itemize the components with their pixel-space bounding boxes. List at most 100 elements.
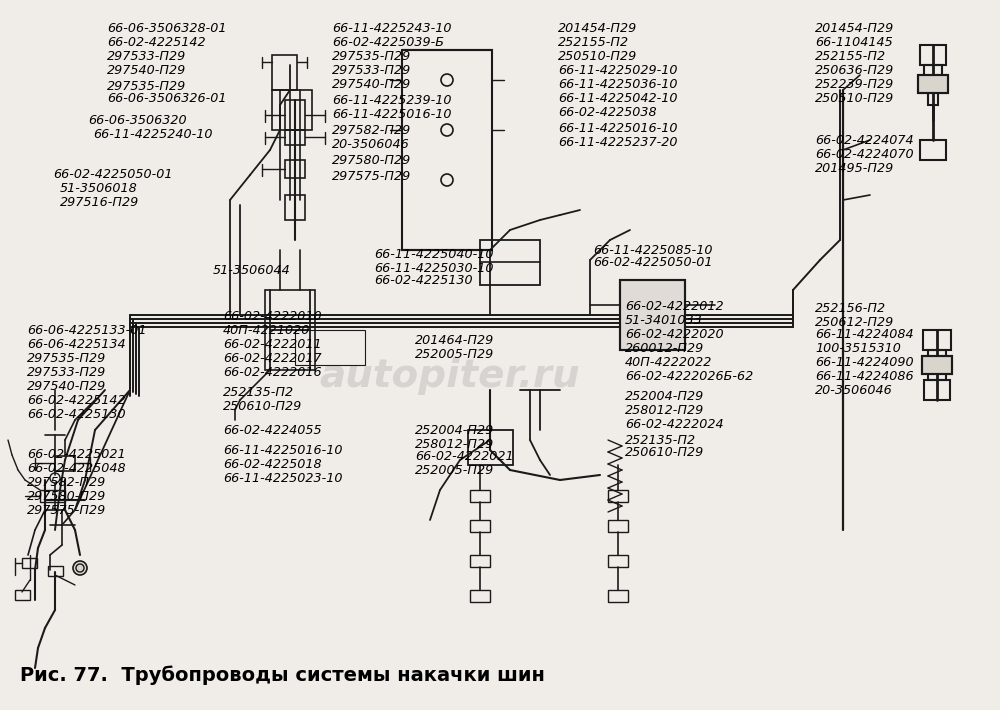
- Text: 250610-П29: 250610-П29: [625, 447, 704, 459]
- Bar: [285, 100, 305, 130]
- Text: 66-11-4225040-10: 66-11-4225040-10: [374, 248, 494, 261]
- Text: 66-02-4222024: 66-02-4222024: [625, 417, 724, 430]
- Text: 66-11-4224086: 66-11-4224086: [815, 371, 914, 383]
- Bar: [470, 490, 490, 502]
- Text: 66-11-4225030-10: 66-11-4225030-10: [374, 261, 494, 275]
- Text: 20-3506046: 20-3506046: [332, 138, 410, 151]
- Text: 66-02-4225130: 66-02-4225130: [374, 275, 473, 288]
- Text: 66-11-4225016-10: 66-11-4225016-10: [332, 109, 452, 121]
- Text: 66-1104145: 66-1104145: [815, 36, 893, 48]
- Text: 252156-П2: 252156-П2: [815, 302, 886, 315]
- Text: 66-11-4225042-10: 66-11-4225042-10: [558, 92, 678, 106]
- Text: 66-11-4224090: 66-11-4224090: [815, 356, 914, 369]
- Bar: [285, 160, 305, 178]
- Text: 66-02-4225038: 66-02-4225038: [558, 106, 657, 119]
- Text: 250610-П29: 250610-П29: [223, 400, 302, 413]
- Bar: [923, 330, 951, 350]
- Bar: [470, 520, 490, 532]
- Text: 66-06-4225133-01: 66-06-4225133-01: [27, 324, 146, 337]
- Text: 260012-П29: 260012-П29: [625, 342, 704, 356]
- Bar: [468, 430, 513, 465]
- Bar: [608, 520, 628, 532]
- Text: 66-02-4225050-01: 66-02-4225050-01: [593, 256, 712, 270]
- Text: 297533-П29: 297533-П29: [332, 63, 411, 77]
- Text: 250612-П29: 250612-П29: [815, 315, 894, 329]
- Text: 252005-П29: 252005-П29: [415, 347, 494, 361]
- Text: 66-11-4225240-10: 66-11-4225240-10: [93, 129, 212, 141]
- Bar: [608, 490, 628, 502]
- Text: 297540-П29: 297540-П29: [332, 79, 411, 92]
- Bar: [920, 140, 946, 160]
- Text: 297533-П29: 297533-П29: [27, 366, 106, 378]
- Text: 297540-П29: 297540-П29: [107, 63, 186, 77]
- Bar: [272, 55, 297, 90]
- Text: 66-02-4222026Б-62: 66-02-4222026Б-62: [625, 371, 753, 383]
- Text: 66-02-4224070: 66-02-4224070: [815, 148, 914, 160]
- Text: 297540-П29: 297540-П29: [27, 381, 106, 393]
- Text: 252155-П2: 252155-П2: [558, 36, 629, 48]
- Bar: [924, 380, 950, 400]
- Text: 66-02-4224074: 66-02-4224074: [815, 133, 914, 146]
- Text: 258012-П29: 258012-П29: [415, 437, 494, 451]
- Text: 66-02-4225018: 66-02-4225018: [223, 457, 322, 471]
- Text: 201464-П29: 201464-П29: [415, 334, 494, 346]
- Text: 201454-П29: 201454-П29: [558, 21, 637, 35]
- Text: 100-3515310: 100-3515310: [815, 342, 901, 356]
- Text: 252004-П29: 252004-П29: [415, 423, 494, 437]
- Text: 66-11-4225016-10: 66-11-4225016-10: [558, 121, 678, 134]
- Text: 66-02-4222012: 66-02-4222012: [625, 300, 724, 312]
- Text: 66-11-4225237-20: 66-11-4225237-20: [558, 136, 678, 148]
- Text: 66-02-4225048: 66-02-4225048: [27, 462, 126, 476]
- Text: 201454-П29: 201454-П29: [815, 21, 894, 35]
- Text: 252005-П29: 252005-П29: [415, 464, 494, 478]
- Bar: [620, 280, 685, 350]
- Text: 297582-П29: 297582-П29: [332, 124, 411, 136]
- Text: Рис. 77.  Трубопроводы системы накачки шин: Рис. 77. Трубопроводы системы накачки ши…: [20, 665, 545, 684]
- Text: 20-3506046: 20-3506046: [815, 385, 893, 398]
- Text: 250510-П29: 250510-П29: [558, 50, 637, 62]
- Text: 250636-П29: 250636-П29: [815, 65, 894, 77]
- Circle shape: [73, 561, 87, 575]
- Text: 297535-П29: 297535-П29: [107, 80, 186, 92]
- Text: 66-02-4225039-Б: 66-02-4225039-Б: [332, 36, 444, 48]
- Bar: [15, 590, 30, 600]
- Bar: [470, 555, 490, 567]
- Text: 40П-4221020: 40П-4221020: [223, 324, 310, 337]
- Bar: [470, 590, 490, 602]
- Bar: [608, 590, 628, 602]
- Text: 66-11-4225085-10: 66-11-4225085-10: [593, 244, 712, 256]
- Text: 66-02-4222010: 66-02-4222010: [223, 310, 322, 322]
- Text: 252004-П29: 252004-П29: [625, 391, 704, 403]
- Bar: [920, 45, 946, 65]
- Text: 66-11-4225243-10: 66-11-4225243-10: [332, 21, 452, 35]
- Text: 252135-П2: 252135-П2: [625, 434, 696, 447]
- Text: 66-11-4225023-10: 66-11-4225023-10: [223, 472, 342, 486]
- Bar: [265, 290, 315, 370]
- Text: 66-11-4225029-10: 66-11-4225029-10: [558, 63, 678, 77]
- Text: 66-02-4224055: 66-02-4224055: [223, 423, 322, 437]
- Bar: [928, 80, 938, 105]
- Text: 66-02-4225130: 66-02-4225130: [27, 408, 126, 422]
- Text: 66-06-3506326-01: 66-06-3506326-01: [107, 92, 226, 106]
- Bar: [402, 50, 492, 250]
- Text: 297535-П29: 297535-П29: [27, 352, 106, 366]
- Text: 66-02-4225021: 66-02-4225021: [27, 449, 126, 462]
- Text: 66-06-3506320: 66-06-3506320: [88, 114, 187, 126]
- Text: 66-06-4225134: 66-06-4225134: [27, 339, 126, 351]
- Bar: [928, 350, 946, 380]
- Text: 51-3506044: 51-3506044: [213, 263, 291, 276]
- Text: 201495-П29: 201495-П29: [815, 161, 894, 175]
- Bar: [918, 75, 948, 93]
- Text: 66-11-4225016-10: 66-11-4225016-10: [223, 444, 342, 457]
- Text: 252239-П29: 252239-П29: [815, 79, 894, 92]
- Bar: [22, 558, 37, 568]
- Text: 66-02-4225142: 66-02-4225142: [107, 36, 206, 50]
- Bar: [922, 356, 952, 374]
- Text: 66-02-4225050-01: 66-02-4225050-01: [53, 168, 173, 182]
- Bar: [40, 490, 65, 502]
- Text: 51-3506018: 51-3506018: [60, 182, 138, 195]
- Text: 66-11-4225239-10: 66-11-4225239-10: [332, 94, 452, 106]
- Text: 297535-П29: 297535-П29: [332, 50, 411, 62]
- Bar: [55, 456, 75, 471]
- Bar: [918, 75, 948, 93]
